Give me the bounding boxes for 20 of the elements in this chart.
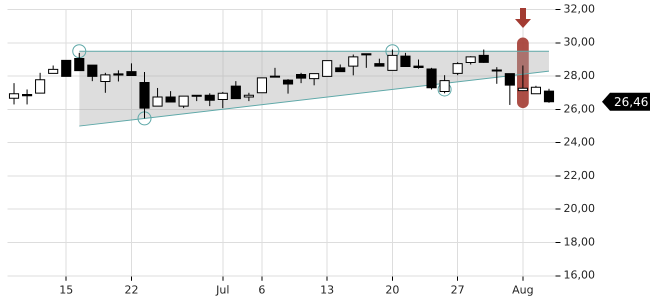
point [72, 44, 86, 58]
y-tick-label: 20,00 [564, 202, 596, 216]
x-tick-label: 6 [258, 283, 266, 296]
x-tick-label: Jul [215, 283, 230, 296]
y-tick-label: 30,00 [564, 36, 596, 49]
x-tick-label: 13 [320, 283, 334, 296]
text: 26,46 [614, 94, 648, 109]
y-tick-label: 22,00 [564, 168, 596, 182]
x-tick-label: 27 [450, 283, 465, 296]
x-tick-label: Aug [512, 283, 534, 296]
point [138, 111, 152, 126]
x-tick-label: 20 [385, 283, 400, 296]
y-tick-label: 16,00 [564, 268, 596, 282]
y-tick-label: 32,00 [564, 2, 596, 16]
y-tick-label: 18,00 [564, 235, 596, 248]
x-tick-label: 15 [59, 283, 74, 296]
y-tick-label: 24,00 [564, 136, 596, 149]
y-tick-label: 28,00 [564, 69, 596, 82]
x-tick-label: 22 [124, 283, 138, 296]
y-tick-label: 26,00 [564, 102, 596, 116]
